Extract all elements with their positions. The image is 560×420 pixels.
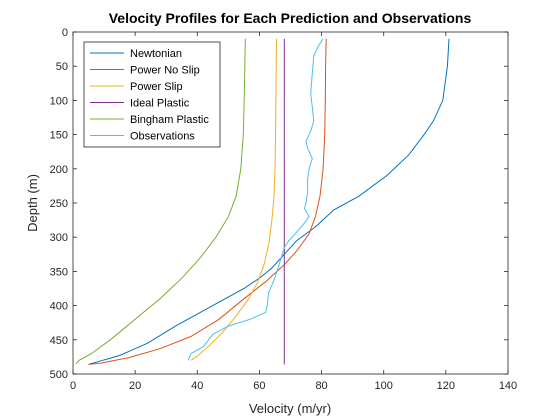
chart-title: Velocity Profiles for Each Prediction an… xyxy=(109,10,472,26)
y-tick-label-10: 500 xyxy=(50,369,68,381)
x-tick-label-5: 100 xyxy=(375,380,393,392)
axes-layer: 0 20 40 60 80 100 120 140 0 50 100 150 200 250 300 350 4… xyxy=(50,27,518,392)
legend-label-5: Observations xyxy=(130,131,195,143)
y-tick-label-6: 300 xyxy=(50,232,68,244)
series-line-2 xyxy=(190,38,277,361)
x-tick-label-1: 20 xyxy=(129,380,141,392)
series-line-5 xyxy=(187,38,324,361)
y-tick-label-9: 450 xyxy=(50,335,68,347)
y-tick-label-0: 0 xyxy=(62,27,68,39)
legend-label-3: Ideal Plastic xyxy=(130,98,190,110)
y-axis-label: Depth (m) xyxy=(25,174,40,232)
legend: Newtonian Power No Slip Power Slip Ideal Pl… xyxy=(83,41,221,148)
legend-label-4: Bingham Plastic xyxy=(130,114,209,126)
x-tick-label-2: 40 xyxy=(191,380,203,392)
y-tick-label-2: 100 xyxy=(50,95,68,107)
x-tick-label-7: 140 xyxy=(499,380,517,392)
x-tick-label-6: 120 xyxy=(437,380,455,392)
series-line-0 xyxy=(88,38,450,365)
series-line-1 xyxy=(88,38,327,365)
x-tick-label-0: 0 xyxy=(70,380,76,392)
y-tick-label-1: 50 xyxy=(56,61,68,73)
legend-label-1: Power No Slip xyxy=(130,65,200,77)
y-tick-label-8: 400 xyxy=(50,301,68,313)
series-line-4 xyxy=(75,38,246,365)
y-tick-label-7: 350 xyxy=(50,266,68,278)
x-tick-label-4: 80 xyxy=(315,380,327,392)
y-tick-label-4: 200 xyxy=(50,164,68,176)
y-tick-label-3: 150 xyxy=(50,130,68,142)
y-tick-label-5: 250 xyxy=(50,198,68,210)
legend-label-2: Power Slip xyxy=(130,81,183,93)
x-tick-label-3: 60 xyxy=(253,380,265,392)
x-axis-label: Velocity (m/yr) xyxy=(249,401,331,416)
legend-box xyxy=(83,41,221,148)
series-layer xyxy=(75,38,450,365)
legend-label-0: Newtonian xyxy=(130,48,182,60)
